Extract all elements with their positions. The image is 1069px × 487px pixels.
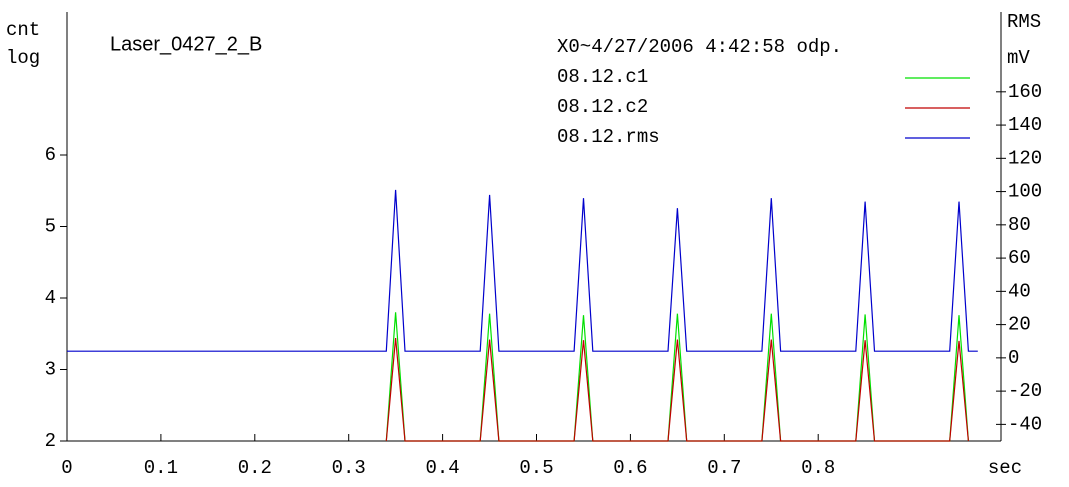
x-tick-label: 0.4 (425, 457, 459, 479)
x-label: sec (988, 457, 1022, 479)
y-tick-label: 6 (45, 144, 56, 166)
y-tick-label: 5 (45, 216, 56, 238)
y2-label: mV (1007, 47, 1030, 69)
series-line (385, 312, 969, 442)
y-tick-label: 2 (45, 430, 56, 452)
x-tick-label: 0.7 (707, 457, 741, 479)
y2-tick-label: 40 (1008, 280, 1031, 302)
chart-title: Laser_0427_2_B (110, 33, 262, 55)
legend-title: X0~4/27/2006 4:42:58 odp. (557, 36, 842, 58)
y2-tick-label: 100 (1008, 181, 1042, 203)
series-line (385, 337, 969, 442)
y2-tick-label: 0 (1008, 347, 1019, 369)
y2-tick-label: 20 (1008, 314, 1031, 336)
legend-label: 08.12.rms (557, 126, 660, 148)
y2-tick-label: 80 (1008, 214, 1031, 236)
x-tick-label: 0.6 (613, 457, 647, 479)
legend-label: 08.12.c2 (557, 96, 648, 118)
legend-label: 08.12.c1 (557, 66, 648, 88)
y-label: cnt (6, 19, 40, 41)
x-tick-label: 0 (61, 457, 72, 479)
y2-tick-label: -40 (1008, 413, 1042, 435)
y2-tick-label: 160 (1008, 81, 1042, 103)
y2-tick-label: 120 (1008, 147, 1042, 169)
y2-tick-label: -20 (1008, 380, 1042, 402)
y2-tick-label: 60 (1008, 247, 1031, 269)
y2-tick-label: 140 (1008, 114, 1042, 136)
x-tick-label: 0.8 (801, 457, 835, 479)
x-tick-label: 0.3 (332, 457, 366, 479)
x-tick-label: 0.5 (519, 457, 553, 479)
x-tick-label: 0.2 (238, 457, 272, 479)
series-line (67, 189, 978, 352)
x-tick-label: 0.1 (144, 457, 178, 479)
y-label: log (6, 47, 40, 69)
y-tick-label: 3 (45, 359, 56, 381)
y2-label: RMS (1007, 11, 1041, 33)
y-tick-label: 4 (45, 287, 56, 309)
